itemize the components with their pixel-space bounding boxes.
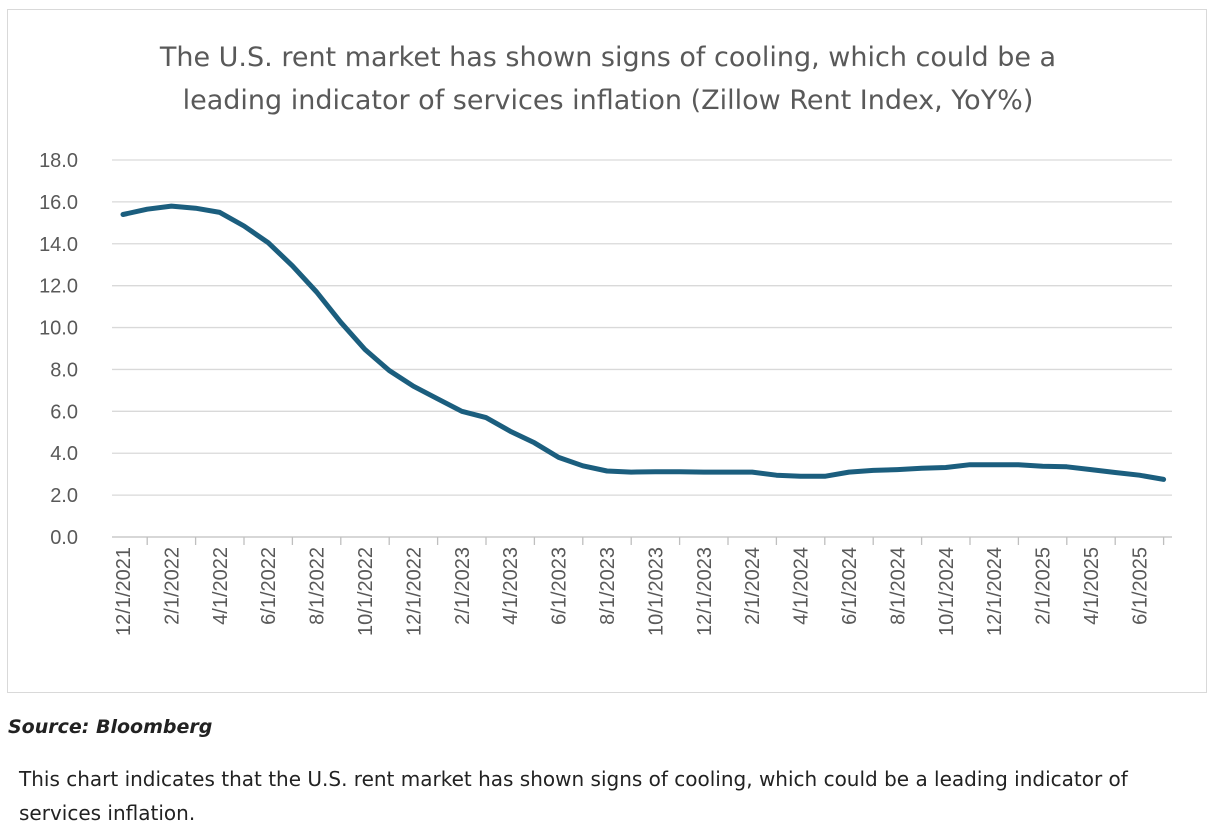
x-tick-label: 8/1/2024 — [887, 547, 909, 625]
y-tick-label: 2.0 — [50, 485, 78, 507]
y-tick-label: 18.0 — [39, 150, 78, 172]
x-tick-label: 2/1/2024 — [742, 547, 764, 625]
y-tick-label: 4.0 — [50, 443, 78, 465]
x-tick-label: 2/1/2023 — [452, 547, 474, 625]
x-tick-label: 10/1/2023 — [645, 547, 667, 636]
x-tick-label: 12/1/2021 — [113, 547, 135, 636]
y-tick-label: 14.0 — [39, 234, 78, 256]
y-tick-label: 10.0 — [39, 318, 78, 340]
x-tick-label: 4/1/2024 — [791, 547, 813, 625]
series-group — [120, 203, 1167, 482]
chart-frame: The U.S. rent market has shown signs of … — [7, 9, 1207, 693]
x-tick-label: 6/1/2025 — [1129, 547, 1151, 625]
series-line-zillow-rent-index — [120, 203, 1167, 482]
x-tick-label: 2/1/2022 — [161, 547, 183, 625]
x-tick-label: 4/1/2025 — [1081, 547, 1103, 625]
x-tick-label: 12/1/2023 — [694, 547, 716, 636]
x-tick-label: 10/1/2024 — [936, 547, 958, 636]
x-tick-label: 4/1/2023 — [500, 547, 522, 625]
x-tick-label: 6/1/2024 — [839, 547, 861, 625]
x-tick-label: 6/1/2023 — [549, 547, 571, 625]
x-tick-label: 2/1/2025 — [1033, 547, 1055, 625]
x-tick-label: 6/1/2022 — [258, 547, 280, 625]
chart-title-line: The U.S. rent market has shown signs of … — [159, 42, 1056, 73]
chart-caption: This chart indicates that the U.S. rent … — [19, 767, 1128, 825]
y-tick-label: 0.0 — [50, 527, 78, 549]
source-note: Source: Bloomberg — [8, 716, 213, 738]
x-axis: 12/1/2021 2/1/2022 4/1/2022 6/1/2022 8/1/202… — [112, 536, 1172, 636]
x-tick-label: 10/1/2022 — [355, 547, 377, 636]
y-axis: 0.0 2.0 4.0 6.0 8.0 10.0 12.0 14.0 16.0 18.0 — [39, 150, 78, 549]
chart-title-line: leading indicator of services inflation … — [183, 85, 1034, 116]
x-tick-label: 8/1/2023 — [597, 547, 619, 625]
gridlines — [112, 159, 1172, 496]
x-tick-label: 12/1/2024 — [984, 547, 1006, 636]
chart-title: The U.S. rent market has shown signs of … — [159, 42, 1056, 116]
y-tick-label: 8.0 — [50, 359, 78, 381]
y-tick-label: 16.0 — [39, 192, 78, 214]
x-tick-label: 4/1/2022 — [210, 547, 232, 625]
x-tick-label: 12/1/2022 — [403, 547, 425, 636]
rent-index-line-chart: The U.S. rent market has shown signs of … — [39, 42, 1172, 636]
y-tick-label: 6.0 — [50, 401, 78, 423]
y-tick-label: 12.0 — [39, 276, 78, 298]
x-tick-label: 8/1/2022 — [307, 547, 329, 625]
